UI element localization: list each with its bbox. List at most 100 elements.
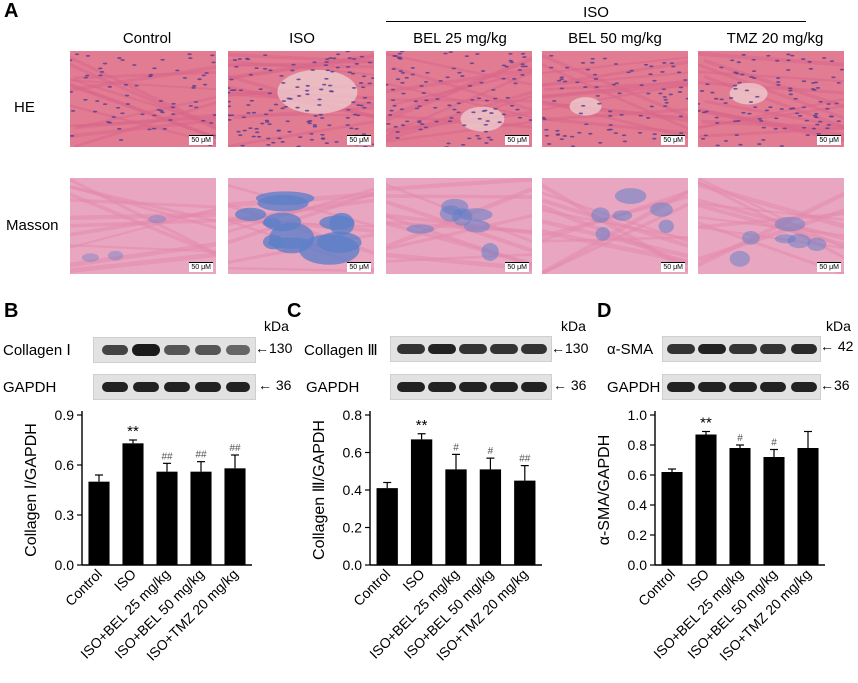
- masson-image-iso: 50 μM: [228, 178, 374, 274]
- cell-nucleus: [320, 133, 325, 136]
- cell-nucleus: [425, 71, 430, 74]
- cell-nucleus: [652, 79, 657, 82]
- cell-nucleus: [327, 124, 332, 127]
- fiber-streak: [542, 183, 688, 273]
- cell-nucleus: [590, 57, 595, 60]
- band-bel25: [729, 344, 757, 354]
- cell-nucleus: [212, 114, 216, 116]
- cell-nucleus: [286, 97, 291, 100]
- cell-nucleus: [801, 106, 807, 109]
- cell-nucleus: [733, 71, 738, 74]
- cell-nucleus: [515, 108, 520, 111]
- blot-asma: [662, 336, 821, 362]
- y-tick-label: 0.8: [343, 407, 363, 423]
- masson-tissue-iso: [228, 178, 374, 274]
- cell-nucleus: [319, 117, 325, 119]
- y-tick-label: 0.6: [343, 445, 363, 461]
- cell-nucleus: [594, 86, 599, 88]
- fiber-streak: [70, 252, 216, 274]
- cell-nucleus: [148, 73, 154, 76]
- cell-nucleus: [555, 129, 560, 132]
- cell-nucleus: [562, 135, 568, 137]
- cell-nucleus: [736, 120, 741, 122]
- cell-nucleus: [168, 119, 173, 121]
- cell-nucleus: [241, 116, 247, 119]
- cell-nucleus: [232, 89, 237, 91]
- cell-nucleus: [352, 113, 358, 116]
- fiber-streak: [386, 67, 532, 94]
- cell-nucleus: [405, 120, 410, 123]
- cell-nucleus: [559, 138, 564, 141]
- x-tick-label: ISO: [111, 566, 139, 594]
- collagen-deposit: [255, 191, 315, 206]
- cell-nucleus: [775, 59, 780, 62]
- fiber-streak: [698, 211, 844, 229]
- fiber-streak: [386, 120, 532, 143]
- cell-nucleus: [738, 143, 743, 146]
- cell-nucleus: [309, 132, 314, 135]
- cell-nucleus: [287, 130, 292, 133]
- cell-nucleus: [508, 52, 513, 55]
- band-bel25: [459, 344, 487, 354]
- y-tick-label: 0.0: [343, 557, 363, 573]
- cell-nucleus: [805, 134, 810, 137]
- y-tick-label: 1.0: [628, 407, 648, 423]
- cell-nucleus: [410, 73, 415, 76]
- fiber-streak: [74, 113, 216, 130]
- cell-nucleus: [788, 107, 794, 110]
- cell-nucleus: [444, 146, 449, 147]
- scale-bar: 50 μM: [347, 262, 371, 272]
- cell-nucleus: [761, 138, 766, 141]
- cell-nucleus: [202, 83, 208, 86]
- cell-nucleus: [305, 93, 310, 96]
- he-tissue-control: [70, 51, 216, 147]
- fiber-streak: [698, 208, 844, 262]
- cell-nucleus: [313, 114, 318, 117]
- cell-nucleus: [414, 107, 420, 110]
- cell-nucleus: [703, 134, 708, 137]
- cell-nucleus: [312, 125, 318, 128]
- cell-nucleus: [818, 100, 823, 103]
- cell-nucleus: [296, 78, 301, 81]
- cell-nucleus: [238, 134, 243, 137]
- cell-nucleus: [749, 76, 754, 78]
- collagen-deposit: [439, 205, 462, 222]
- cell-nucleus: [773, 127, 778, 130]
- cell-nucleus: [785, 69, 791, 71]
- cell-nucleus: [583, 86, 588, 88]
- cell-nucleus: [350, 72, 356, 75]
- cell-nucleus: [801, 58, 806, 60]
- significance-label: #: [737, 433, 743, 444]
- cell-nucleus: [602, 57, 608, 60]
- cell-nucleus: [390, 99, 396, 102]
- cell-nucleus: [685, 97, 688, 100]
- band-iso: [698, 382, 726, 392]
- cell-nucleus: [85, 54, 91, 57]
- cell-nucleus: [658, 92, 663, 95]
- cell-nucleus: [801, 126, 807, 129]
- collagen-deposit: [787, 233, 811, 249]
- y-axis-label: α-SMA/GAPDH: [596, 435, 613, 546]
- cell-nucleus: [306, 120, 311, 123]
- cell-nucleus: [345, 116, 351, 119]
- band-bel25: [729, 382, 757, 392]
- fiber-streak: [703, 75, 844, 129]
- cell-nucleus: [254, 127, 259, 130]
- cell-nucleus: [613, 132, 619, 135]
- band-bel50: [490, 382, 518, 392]
- cell-nucleus: [679, 132, 684, 134]
- masson-image-bel50: 50 μM: [542, 178, 688, 274]
- cell-nucleus: [159, 109, 164, 112]
- fiber-streak: [542, 235, 688, 243]
- cell-nucleus: [107, 85, 113, 88]
- cell-nucleus: [318, 113, 323, 116]
- cell-nucleus: [728, 97, 734, 99]
- cell-nucleus: [448, 51, 453, 54]
- bar: [797, 448, 819, 565]
- cell-nucleus: [449, 117, 454, 119]
- cell-nucleus: [132, 64, 137, 66]
- masson-tissue-bel50: [542, 178, 688, 274]
- collagen-deposit: [481, 243, 499, 261]
- band-bel50: [195, 382, 221, 392]
- cell-nucleus: [821, 57, 827, 59]
